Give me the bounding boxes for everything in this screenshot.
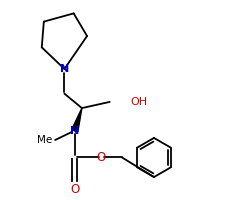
Text: N: N	[70, 126, 79, 136]
Text: O: O	[70, 183, 79, 196]
Text: OH: OH	[130, 97, 147, 107]
Polygon shape	[72, 108, 82, 132]
Text: O: O	[97, 151, 106, 164]
Text: N: N	[60, 64, 69, 74]
Text: Me: Me	[37, 135, 52, 145]
